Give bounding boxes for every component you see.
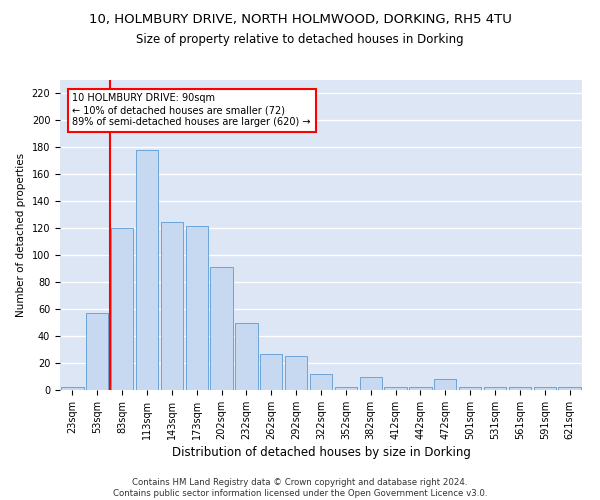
- Text: Size of property relative to detached houses in Dorking: Size of property relative to detached ho…: [136, 32, 464, 46]
- Bar: [409, 388, 431, 390]
- Bar: [111, 228, 133, 390]
- Bar: [359, 376, 382, 390]
- Bar: [260, 354, 283, 390]
- Text: 10, HOLMBURY DRIVE, NORTH HOLMWOOD, DORKING, RH5 4TU: 10, HOLMBURY DRIVE, NORTH HOLMWOOD, DORK…: [89, 12, 511, 26]
- Bar: [484, 388, 506, 390]
- Text: Contains HM Land Registry data © Crown copyright and database right 2024.
Contai: Contains HM Land Registry data © Crown c…: [113, 478, 487, 498]
- Bar: [61, 388, 83, 390]
- Bar: [385, 388, 407, 390]
- Bar: [86, 313, 109, 390]
- Bar: [310, 374, 332, 390]
- X-axis label: Distribution of detached houses by size in Dorking: Distribution of detached houses by size …: [172, 446, 470, 459]
- Bar: [533, 388, 556, 390]
- Bar: [459, 388, 481, 390]
- Bar: [161, 222, 183, 390]
- Bar: [211, 268, 233, 390]
- Bar: [335, 388, 357, 390]
- Y-axis label: Number of detached properties: Number of detached properties: [16, 153, 26, 317]
- Bar: [434, 379, 457, 390]
- Bar: [136, 150, 158, 390]
- Bar: [559, 388, 581, 390]
- Bar: [285, 356, 307, 390]
- Bar: [235, 322, 257, 390]
- Text: 10 HOLMBURY DRIVE: 90sqm
← 10% of detached houses are smaller (72)
89% of semi-d: 10 HOLMBURY DRIVE: 90sqm ← 10% of detach…: [73, 94, 311, 126]
- Bar: [509, 388, 531, 390]
- Bar: [185, 226, 208, 390]
